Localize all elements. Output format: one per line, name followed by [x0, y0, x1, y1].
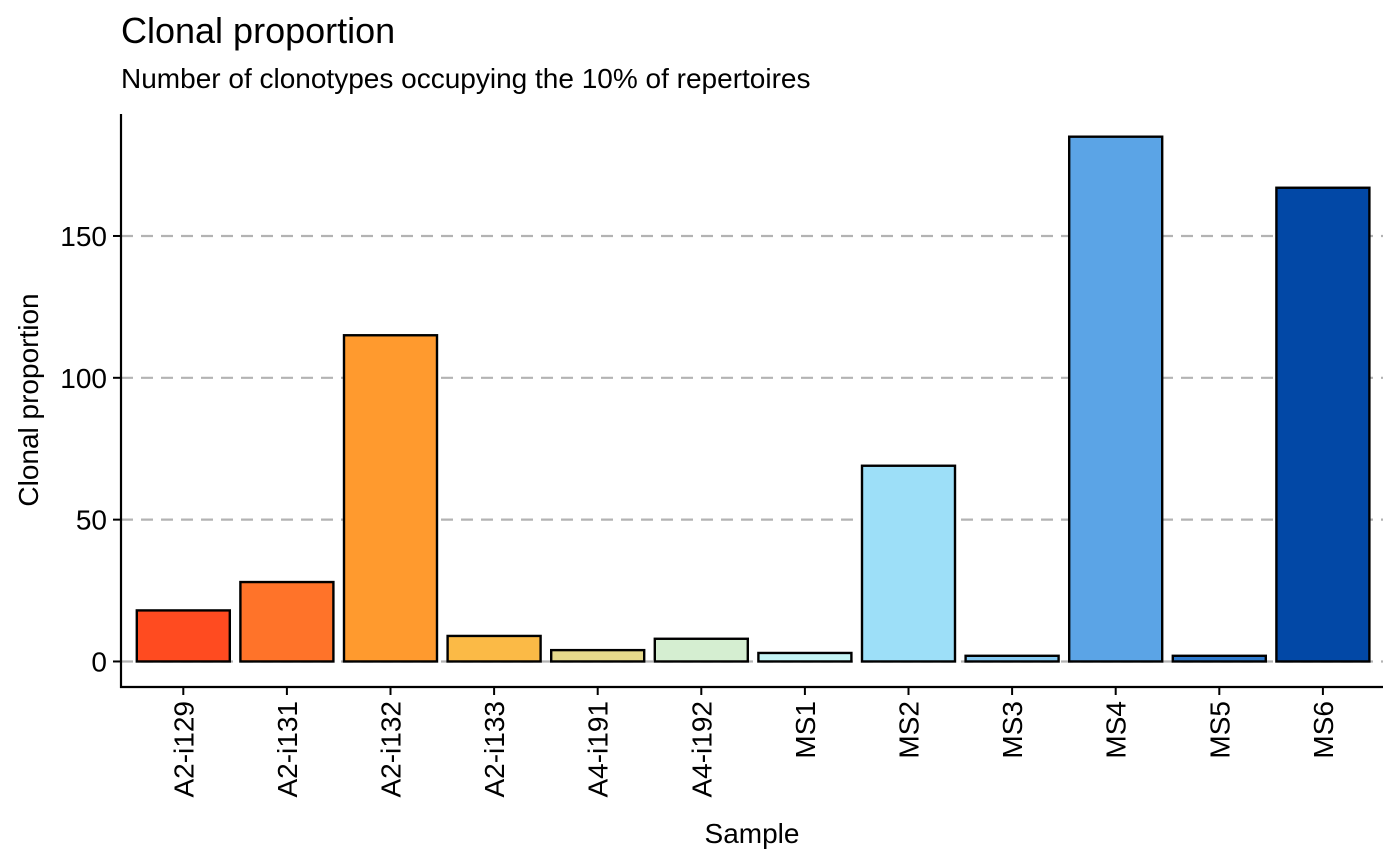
bar-MS6	[1275, 186, 1371, 663]
x-tick-label-MS5: MS5	[1204, 701, 1235, 759]
bar-MS1	[757, 651, 853, 663]
chart-title: Clonal proportion	[121, 10, 395, 51]
x-tick-label-A2-i132: A2-i132	[376, 701, 407, 798]
axes: 0 50 100 150 A2-i129 A2-i131 A2-i132 A2-i133 A4-…	[60, 114, 1383, 798]
x-tick-label-MS3: MS3	[997, 701, 1028, 759]
x-tick-label-A2-i133: A2-i133	[479, 701, 510, 798]
bar-A2-i131	[239, 580, 335, 663]
bar-A2-i132	[342, 334, 439, 663]
x-tick-label-A2-i131: A2-i131	[272, 701, 303, 798]
bar-MS3	[964, 654, 1060, 663]
bar-MS4	[1067, 135, 1164, 663]
y-tick-label-0: 0	[91, 646, 107, 677]
bars	[135, 135, 1371, 663]
x-tick-label-A4-i191: A4-i191	[583, 701, 614, 798]
bar-MS2	[860, 464, 957, 663]
y-tick-label-100: 100	[60, 363, 107, 394]
x-tick-label-MS2: MS2	[894, 701, 925, 759]
chart-subtitle: Number of clonotypes occupying the 10% o…	[121, 63, 811, 94]
x-tick-label-MS6: MS6	[1308, 701, 1339, 759]
bar-A2-i129	[135, 609, 232, 663]
bar-A2-i133	[446, 634, 542, 663]
bar-A4-i192	[653, 637, 749, 663]
y-tick-label-150: 150	[60, 221, 107, 252]
y-axis-title: Clonal proportion	[13, 293, 44, 506]
x-tick-label-A4-i192: A4-i192	[686, 701, 717, 798]
bar-MS5	[1171, 654, 1268, 663]
x-tick-label-A2-i129: A2-i129	[168, 701, 199, 798]
x-tick-label-MS1: MS1	[790, 701, 821, 759]
x-tick-label-MS4: MS4	[1101, 701, 1132, 759]
bar-A4-i191	[550, 648, 646, 663]
y-tick-label-50: 50	[76, 505, 107, 536]
x-axis-title: Sample	[705, 818, 800, 849]
